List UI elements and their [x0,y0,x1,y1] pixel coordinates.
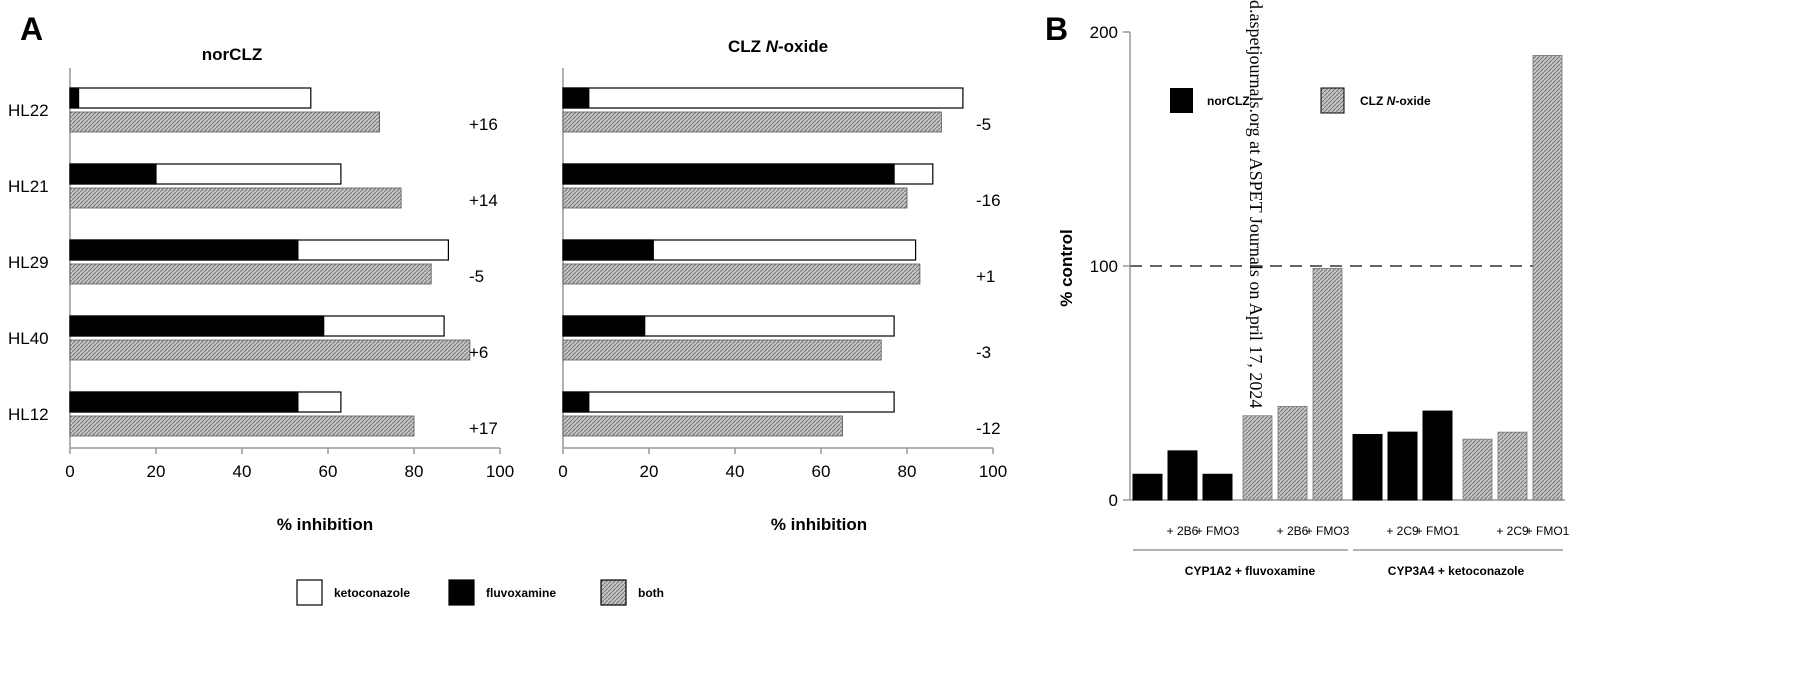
x-tick-label: 40 [233,462,252,481]
bar-fluvoxamine [562,163,895,185]
bar-label: + 2C9 [1496,524,1529,538]
percent-control-chart: % control norCLZ CLZ N-oxide CYP1A2 + fl… [1057,23,1570,578]
y-tick-label: 0 [1109,491,1118,510]
x-tick-label: 100 [979,462,1007,481]
chart-title: CLZ N-oxide [728,37,828,56]
x-tick-label: 0 [558,462,567,481]
bar-label: + 2B6 [1167,524,1199,538]
group-label-cyp3a4: CYP3A4 + ketoconazole [1388,564,1525,578]
bar-fluvoxamine [69,239,299,261]
bar-both [562,415,843,437]
bar-label: + FMO3 [1196,524,1240,538]
bar-fluvoxamine [562,391,590,413]
difference-annotation: -12 [976,419,1001,438]
x-tick-label: 80 [405,462,424,481]
bar-label: + FMO3 [1306,524,1350,538]
clz-n-oxide-inhibition-chart: CLZ N-oxide % inhibition 0 20 40 60 80 100 -5 -… [558,37,1007,534]
category-label: HL12 [8,405,49,424]
x-tick-label: 60 [319,462,338,481]
bar [1132,473,1163,501]
bar-fluvoxamine [69,315,325,337]
y-axis-label: % control [1057,229,1076,306]
legend-label-ketoconazole: ketoconazole [334,586,410,600]
bar-both [69,263,432,285]
group-label-cyp1a2: CYP1A2 + fluvoxamine [1185,564,1316,578]
difference-annotation: -5 [469,267,484,286]
legend-swatch-norclz [1170,88,1193,113]
bar-label: + FMO1 [1526,524,1570,538]
bar [1497,431,1528,501]
bar-label: + FMO1 [1416,524,1460,538]
bar-fluvoxamine [69,391,299,413]
bar-fluvoxamine [562,315,646,337]
difference-annotation: -3 [976,343,991,362]
difference-annotation: +1 [976,267,995,286]
bar [1242,415,1273,501]
bar-both [562,339,882,361]
bar [1312,267,1343,501]
category-label: HL21 [8,177,49,196]
bar-label: + 2C9 [1386,524,1419,538]
difference-annotation: +16 [469,115,498,134]
bar-ketoconazole [69,87,312,109]
bar [1202,473,1233,501]
bar [1422,410,1453,501]
bar [1387,431,1418,501]
bar-both [562,263,921,285]
legend-label-clz-n-oxide: CLZ N-oxide [1360,94,1431,108]
legend-swatch-fluvoxamine [448,579,475,606]
x-axis-label: % inhibition [277,515,373,534]
x-tick-label: 80 [898,462,917,481]
bar [1277,405,1308,501]
y-tick-label: 100 [1090,257,1118,276]
x-axis-label: % inhibition [771,515,867,534]
difference-annotation: +6 [469,343,488,362]
y-tick-label: 200 [1090,23,1118,42]
x-tick-label: 100 [486,462,514,481]
difference-annotation: +14 [469,191,498,210]
bar-both [562,187,908,209]
legend-label-fluvoxamine: fluvoxamine [486,586,556,600]
bar [1462,438,1493,501]
bar-fluvoxamine [69,87,80,109]
category-label: HL22 [8,101,49,120]
bar-fluvoxamine [562,87,590,109]
x-tick-label: 60 [812,462,831,481]
x-tick-label: 0 [65,462,74,481]
bar-both [562,111,942,133]
panel-a-legend: ketoconazole fluvoxamine both [296,579,664,606]
bar [1167,450,1198,501]
difference-annotation: +17 [469,419,498,438]
panel-label-b: B [1045,11,1068,47]
bar [1532,55,1563,501]
chart-title: norCLZ [202,45,262,64]
bar-ketoconazole [562,391,895,413]
category-label: HL40 [8,329,49,348]
panel-label-a: A [20,11,43,47]
legend-label-both: both [638,586,664,600]
legend-swatch-clz-n-oxide [1320,87,1345,114]
legend-swatch-both [600,579,627,606]
watermark-text: d.aspetjournals.org at ASPET Journals on… [1246,0,1266,408]
bar-fluvoxamine [562,239,654,261]
bar-label: + 2B6 [1277,524,1309,538]
bar [1352,433,1383,501]
norclz-inhibition-chart: norCLZ % inhibition 0 20 40 60 80 100 HL22 +16 H… [8,45,514,534]
bar-both [69,187,402,209]
x-tick-label: 20 [640,462,659,481]
x-tick-label: 40 [726,462,745,481]
difference-annotation: -16 [976,191,1001,210]
bar-both [69,111,381,133]
category-label: HL29 [8,253,49,272]
bar-fluvoxamine [69,163,157,185]
legend-swatch-ketoconazole [296,579,323,606]
bar-both [69,415,415,437]
legend-label-norclz: norCLZ [1207,94,1250,108]
difference-annotation: -5 [976,115,991,134]
bar-both [69,339,471,361]
x-tick-label: 20 [147,462,166,481]
bar-ketoconazole [562,87,964,109]
